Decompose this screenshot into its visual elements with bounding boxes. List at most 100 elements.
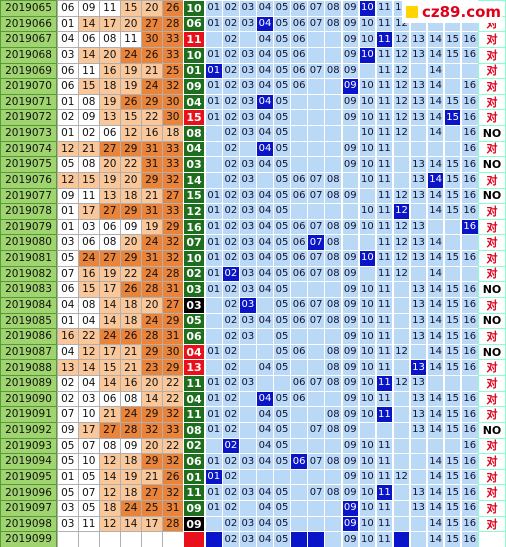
grid-cell	[324, 437, 342, 455]
grid-cell: 14	[426, 31, 445, 48]
red-number: 12	[57, 171, 79, 189]
red-number: 24	[120, 500, 142, 517]
grid-cell: 01	[205, 281, 223, 298]
grid-cell: 05	[273, 515, 291, 533]
red-number: 33	[162, 31, 184, 48]
grid-cell	[324, 500, 342, 517]
result: NO	[478, 421, 506, 439]
grid-cell: 11	[375, 281, 394, 298]
grid-cell: 05	[273, 218, 291, 236]
red-number: 17	[141, 515, 163, 533]
grid-cell	[409, 140, 428, 158]
grid-cell	[443, 140, 462, 158]
grid-cell	[392, 390, 411, 408]
grid-cell: 03	[239, 281, 257, 298]
grid-cell: 04	[256, 250, 274, 267]
grid-cell: 12	[392, 109, 411, 127]
grid-cell: 09	[341, 406, 360, 423]
grid-cell	[239, 421, 257, 439]
red-number: 27	[162, 187, 184, 205]
grid-cell: 16	[460, 515, 479, 533]
red-number: 01	[57, 125, 79, 142]
red-number: 15	[120, 109, 142, 127]
result: NO	[478, 125, 506, 142]
red-number: 16	[99, 62, 121, 80]
period: 2019069	[0, 62, 57, 80]
grid-cell: 10	[358, 390, 377, 408]
period: 2019079	[0, 218, 57, 236]
grid-cell: 12	[392, 468, 411, 486]
blue-number: 01	[183, 468, 205, 486]
grid-cell	[307, 140, 325, 158]
grid-cell: 10	[358, 171, 377, 189]
red-number: 26	[120, 93, 142, 111]
blue-number: 08	[183, 125, 205, 142]
grid-cell	[307, 343, 325, 361]
grid-cell: 02	[222, 484, 240, 502]
grid-cell	[324, 140, 342, 158]
result: 对	[478, 234, 506, 252]
grid-cell: 02	[222, 265, 240, 283]
period: 2019083	[0, 281, 57, 298]
grid-cell: 02	[222, 171, 240, 189]
grid-cell	[392, 421, 411, 439]
grid-cell: 15	[443, 453, 462, 470]
grid-cell: 07	[307, 171, 325, 189]
red-number: 06	[57, 281, 79, 298]
grid-cell: 04	[256, 484, 274, 502]
grid-cell: 06	[290, 343, 308, 361]
grid-cell: 11	[375, 453, 394, 470]
red-number: 28	[141, 328, 163, 345]
grid-cell: 06	[290, 171, 308, 189]
grid-cell	[358, 62, 377, 80]
red-number: 15	[78, 281, 100, 298]
result: 对	[478, 375, 506, 392]
grid-cell: 15	[443, 156, 462, 173]
grid-cell	[409, 515, 428, 533]
logo-text: cz89.com	[422, 3, 502, 21]
grid-cell: 11	[375, 62, 394, 80]
grid-cell: 12	[392, 93, 411, 111]
red-number: 27	[99, 421, 121, 439]
blue-number: 04	[183, 93, 205, 111]
grid-cell	[392, 406, 411, 423]
grid-cell: 14	[426, 78, 445, 95]
grid-cell: 03	[239, 46, 257, 64]
grid-cell: 09	[341, 62, 360, 80]
grid-cell	[460, 375, 479, 392]
grid-cell: 14	[426, 328, 445, 345]
grid-cell: 01	[205, 484, 223, 502]
grid-cell: 03	[239, 109, 257, 127]
grid-cell: 10	[358, 78, 377, 95]
blue-number: 09	[183, 515, 205, 533]
red-number: 16	[57, 328, 79, 345]
grid-cell: 03	[239, 203, 257, 220]
red-number: 03	[78, 218, 100, 236]
red-number: 06	[57, 0, 79, 17]
red-number: 12	[78, 343, 100, 361]
period: 2019094	[0, 453, 57, 470]
red-number: 14	[78, 46, 100, 64]
grid-cell	[392, 328, 411, 345]
period: 2019068	[0, 46, 57, 64]
red-number: 15	[120, 0, 142, 17]
grid-cell	[256, 171, 274, 189]
period: 2019092	[0, 421, 57, 439]
red-number: 10	[78, 406, 100, 423]
grid-cell: 09	[341, 484, 360, 502]
result: 对	[478, 171, 506, 189]
period: 2019075	[0, 156, 57, 173]
red-number: 24	[99, 328, 121, 345]
red-number: 19	[120, 468, 142, 486]
grid-cell: 06	[290, 62, 308, 80]
red-number: 12	[120, 125, 142, 142]
grid-cell	[307, 31, 325, 48]
grid-cell: 11	[375, 0, 394, 17]
grid-cell: 15	[443, 281, 462, 298]
grid-cell: 01	[205, 109, 223, 127]
grid-cell: 02	[222, 156, 240, 173]
grid-cell	[205, 328, 223, 345]
grid-cell	[290, 281, 308, 298]
red-number: 17	[99, 281, 121, 298]
grid-cell: 08	[324, 62, 342, 80]
